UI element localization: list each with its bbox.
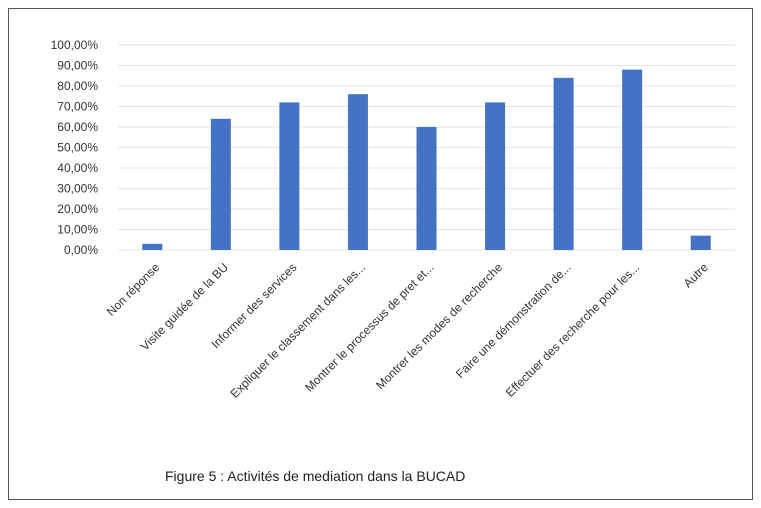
bars [142, 69, 711, 251]
x-tick-label: Montrer le processus de pret et... [302, 260, 436, 394]
bar [210, 118, 231, 250]
bar [347, 94, 368, 250]
y-tick-label: 10,00% [57, 223, 98, 237]
bar [142, 243, 163, 250]
y-tick-label: 40,00% [57, 161, 98, 175]
y-tick-label: 90,00% [57, 59, 98, 73]
bar [279, 102, 300, 251]
y-tick-label: 70,00% [57, 100, 98, 114]
x-tick-label: Autre [681, 260, 711, 290]
y-tick-label: 20,00% [57, 202, 98, 216]
y-tick-label: 50,00% [57, 141, 98, 155]
y-tick-label: 60,00% [57, 120, 98, 134]
x-tick-label: Montrer les modes de recherche [373, 260, 505, 392]
y-tick-label: 80,00% [57, 79, 98, 93]
bar [622, 69, 643, 250]
bar [416, 127, 437, 250]
x-tick-label: Expliquer le classement dans les... [228, 260, 369, 401]
x-tick-label: Effectuer des recherche pour les... [503, 260, 642, 399]
y-axis-ticks: 0,00% 10,00% 20,00% 30,00% 40,00% 50,00% 60,00… [51, 38, 99, 257]
x-tick-label: Non réponse [104, 260, 163, 319]
y-tick-label: 0,00% [64, 243, 98, 257]
chart-title: Figure 5 : Activités de mediation dans l… [165, 468, 466, 484]
y-tick-label: 30,00% [57, 182, 98, 196]
y-tick-label: 100,00% [51, 38, 99, 52]
x-tick-label: Faire une démonstration de... [453, 260, 574, 381]
bar [553, 77, 574, 250]
bar [690, 235, 711, 250]
bar [485, 102, 506, 251]
